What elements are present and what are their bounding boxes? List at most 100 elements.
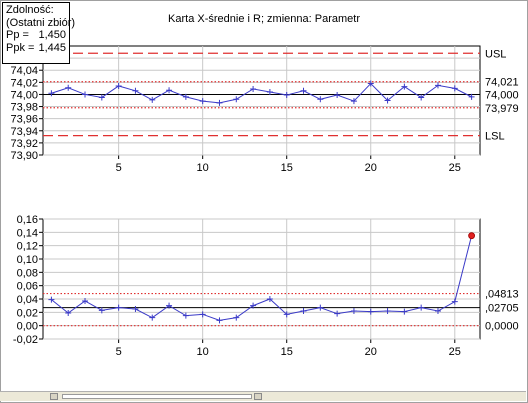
- panel-1-data-point: [115, 82, 122, 89]
- panel-2-data-point: [233, 314, 240, 321]
- panel-1-data-point: [283, 92, 290, 99]
- panel-1-x-tick-label: 25: [449, 162, 461, 174]
- panel-2-y-tick-label: 0,00: [17, 321, 38, 333]
- panel-2-data-point: [115, 304, 122, 311]
- panel-2-data-point: [250, 302, 257, 309]
- panel-2-y-tick-label: 0,06: [17, 281, 38, 293]
- panel-2-data-point: [317, 304, 324, 311]
- chart-title: Karta X-średnie i R; zmienna: Parametr: [168, 13, 360, 25]
- panel-1-data-point: [233, 96, 240, 103]
- panel-1-y-tick-label: 73,94: [10, 126, 38, 138]
- panel-1-data-point: [65, 84, 72, 91]
- panel-2-data-point: [401, 308, 408, 315]
- panel-2-plot-area: [42, 218, 481, 340]
- panel-1-data-point: [350, 98, 357, 105]
- panel-1-plot-area: [42, 45, 481, 156]
- ppk-value: 1,445: [38, 41, 66, 54]
- panel-2-data-point: [266, 296, 273, 302]
- panel-1-data-point: [384, 97, 391, 104]
- panel-2-data-point: [300, 308, 307, 314]
- panel-2-ref-label: ,04813: [485, 289, 519, 301]
- panel-2-data-point: [283, 311, 290, 318]
- panel-1-data-point: [149, 96, 156, 103]
- panel-1-data-point: [48, 90, 55, 97]
- panel-2-x-tick-label: 20: [365, 346, 377, 358]
- panel-1-y-tick-label: 74,00: [10, 89, 38, 101]
- pp-row: Pp = 1,450: [6, 29, 66, 42]
- horizontal-scrollbar[interactable]: [0, 391, 526, 401]
- panel-1-x-tick-label: 20: [365, 162, 377, 174]
- panel-2-data-point: [98, 307, 105, 314]
- panel-1-data-point: [98, 94, 105, 101]
- panel-1-ref-label: 74,000: [485, 89, 519, 101]
- panel-2-data-point: [199, 311, 206, 318]
- panel-1-ref-label: LSL: [485, 131, 505, 143]
- panel-1-data-point: [317, 96, 324, 103]
- panel-1-data-point: [132, 87, 139, 94]
- scroll-right-icon[interactable]: [254, 393, 262, 400]
- panel-1-ref-label: 74,021: [485, 77, 519, 89]
- panel-1-data-point: [199, 98, 206, 105]
- panel-2-y-tick-label: 0,02: [17, 307, 38, 319]
- panel-2-x-tick-label: 15: [281, 346, 293, 358]
- panel-1-y-tick-label: 74,02: [10, 77, 38, 89]
- panel-2-x-tick-label: 10: [197, 346, 209, 358]
- panel-1-data-point: [434, 82, 441, 89]
- panel-1-data-point: [367, 80, 374, 87]
- panel-2-y-tick-label: 0,14: [17, 227, 38, 239]
- panel-1-data-point: [250, 85, 257, 92]
- panel-1-x-tick-label: 5: [116, 162, 122, 174]
- capability-box: Zdolność: (Ostatni zbiór) Pp = 1,450 Ppk…: [2, 2, 76, 64]
- panel-2-data-point: [132, 306, 139, 312]
- panel-2-alarm-point: [468, 232, 475, 240]
- panel-1-data-point: [418, 94, 425, 101]
- panel-1-data-point: [216, 99, 223, 106]
- panel-1-ref-label: 73,979: [485, 103, 519, 115]
- panel-1-series-line: [51, 82, 472, 104]
- scroll-left-icon[interactable]: [50, 393, 58, 400]
- panel-1-data-point: [334, 92, 341, 99]
- panel-2-data-point: [350, 308, 357, 314]
- panel-2-y-tick-label: 0,10: [17, 254, 38, 266]
- scroll-track[interactable]: [62, 394, 252, 399]
- panel-2-y-tick-label: 0,12: [17, 241, 38, 253]
- panel-2-data-point: [384, 308, 391, 314]
- panel-2-data-point: [334, 310, 341, 317]
- panel-2-data-point: [166, 302, 173, 309]
- panel-2-data-point: [434, 308, 441, 314]
- panel-2-ref-label: ,02705: [485, 303, 519, 315]
- ppk-label: Ppk =: [6, 41, 35, 54]
- panel-1-data-point: [451, 85, 458, 92]
- panel-2-data-point: [82, 298, 89, 304]
- panel-1-x-tick-label: 10: [197, 162, 209, 174]
- panel-1-y-tick-label: 73,90: [10, 150, 38, 162]
- panel-2-data-point: [48, 296, 55, 303]
- panel-1-data-point: [300, 87, 307, 94]
- panel-1-y-tick-label: 73,92: [10, 138, 38, 150]
- panel-2-y-tick-label: 0,16: [17, 214, 38, 226]
- panel-1-x-tick-label: 15: [281, 162, 293, 174]
- panel-2-y-tick-label: -0,02: [13, 334, 38, 346]
- panel-1-data-point: [166, 87, 173, 94]
- pp-value: 1,450: [38, 29, 66, 41]
- panel-2-data-point: [182, 312, 189, 319]
- panel-1-y-tick-label: 74,04: [10, 65, 38, 77]
- panel-2-y-tick-label: 0,04: [17, 294, 38, 306]
- panel-2-x-tick-label: 5: [116, 346, 122, 358]
- panel-1-data-point: [82, 91, 89, 98]
- ppk-row: Ppk = 1,445: [6, 42, 66, 55]
- panel-2-x-tick-label: 25: [449, 346, 461, 358]
- panel-2-data-point: [451, 298, 458, 305]
- panel-2-data-point: [367, 308, 374, 315]
- panel-2-data-point: [418, 304, 425, 311]
- panel-2-data-point: [65, 310, 72, 316]
- panel-2-data-point: [216, 317, 223, 324]
- panel-2-data-point: [149, 314, 156, 321]
- panel-2-ref-label: 0,0000: [485, 321, 519, 333]
- panel-1-data-point: [401, 83, 408, 90]
- panel-2-y-tick-label: 0,08: [17, 267, 38, 279]
- capability-heading: Zdolność:: [6, 4, 54, 16]
- capability-subset: (Ostatni zbiór): [6, 16, 76, 29]
- panel-1-y-tick-label: 73,98: [10, 102, 38, 114]
